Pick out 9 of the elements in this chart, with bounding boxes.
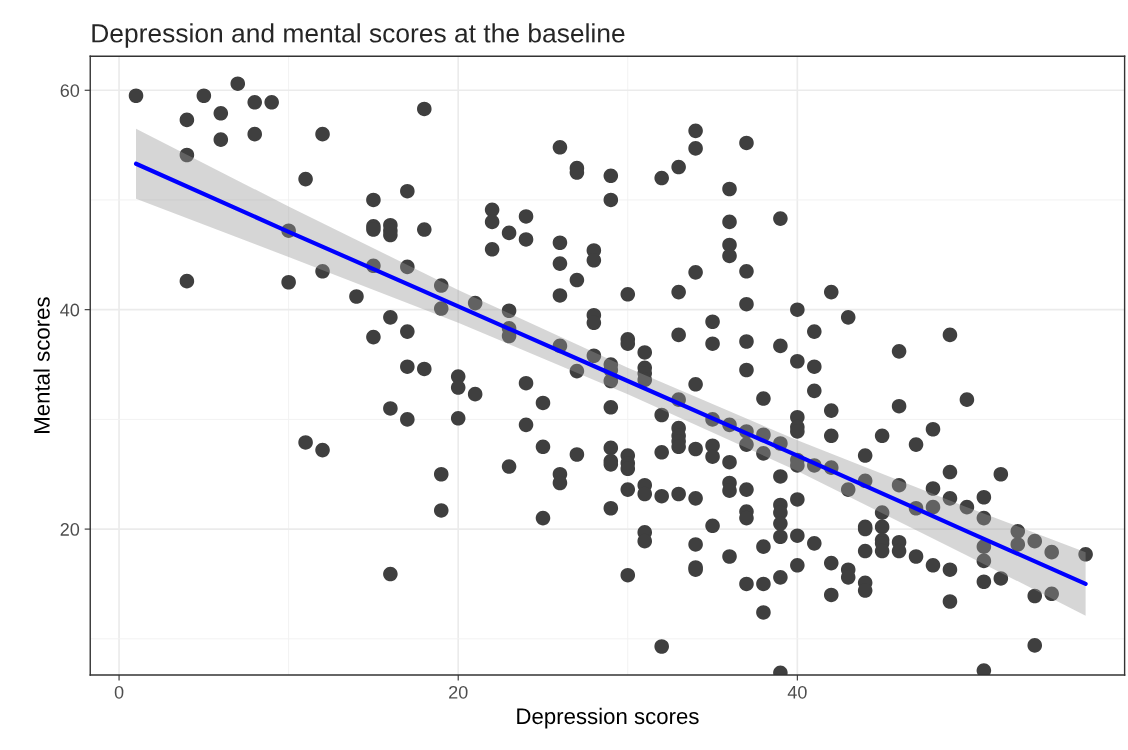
- y-tick-label: 40: [60, 303, 80, 317]
- x-tick-label: 40: [787, 685, 807, 699]
- x-axis-title: Depression scores: [517, 707, 699, 729]
- x-tick-label: 20: [449, 685, 468, 699]
- x-tick-label: 0: [114, 685, 124, 699]
- y-tick-label: 60: [60, 84, 80, 97]
- chart-title: Depression and mental scores at the baseline: [92, 23, 625, 48]
- y-tick-label: 20: [60, 523, 80, 536]
- y-axis-title: Mental scores: [33, 297, 50, 433]
